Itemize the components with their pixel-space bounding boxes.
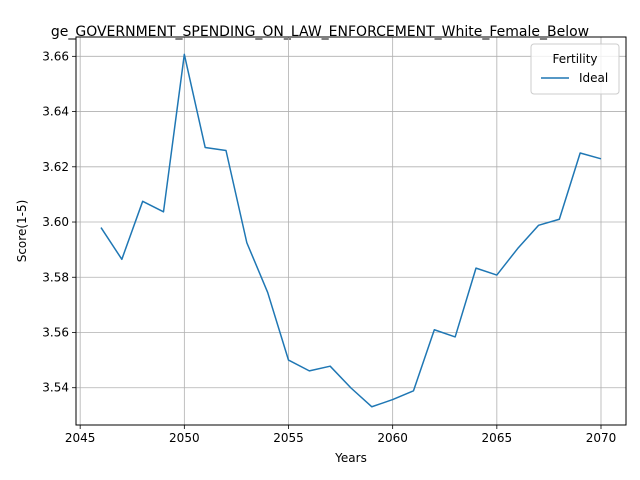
y-tick-label: 3.58 <box>42 270 69 284</box>
y-tick-label: 3.66 <box>42 49 69 63</box>
legend: Fertility Ideal <box>530 43 620 95</box>
legend-label-ideal: Ideal <box>579 71 608 85</box>
y-tick-label: 3.64 <box>42 105 69 119</box>
x-tick-label: 2070 <box>586 431 617 445</box>
x-axis-label: Years <box>334 451 367 465</box>
grid-lines <box>76 37 626 425</box>
y-tick-label: 3.60 <box>42 215 69 229</box>
chart-title: ge_GOVERNMENT_SPENDING_ON_LAW_ENFORCEMEN… <box>51 24 589 40</box>
x-tick-label: 2060 <box>377 431 408 445</box>
x-tick-label: 2050 <box>169 431 200 445</box>
y-axis-ticks: 3.54 3.56 3.58 3.60 3.62 3.64 3.66 <box>42 49 76 395</box>
x-tick-label: 2065 <box>482 431 513 445</box>
x-tick-label: 2045 <box>65 431 96 445</box>
plot-area-frame <box>75 36 627 426</box>
legend-title: Fertility <box>552 52 597 66</box>
x-tick-label: 2055 <box>273 431 304 445</box>
series-line-ideal <box>100 53 602 408</box>
legend-box <box>530 43 620 95</box>
y-axis-label: Score(1-5) <box>15 200 29 263</box>
y-tick-label: 3.56 <box>42 325 69 339</box>
x-axis-ticks: 2045 2050 2055 2060 2065 2070 <box>65 425 616 445</box>
y-tick-label: 3.62 <box>42 160 69 174</box>
series-group <box>100 53 602 408</box>
y-tick-label: 3.54 <box>42 381 69 395</box>
